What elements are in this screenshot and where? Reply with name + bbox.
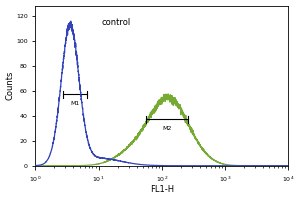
Y-axis label: Counts: Counts — [6, 71, 15, 100]
X-axis label: FL1-H: FL1-H — [150, 185, 174, 194]
Text: control: control — [102, 18, 131, 27]
Text: M1: M1 — [70, 101, 80, 106]
Text: M2: M2 — [162, 126, 172, 131]
